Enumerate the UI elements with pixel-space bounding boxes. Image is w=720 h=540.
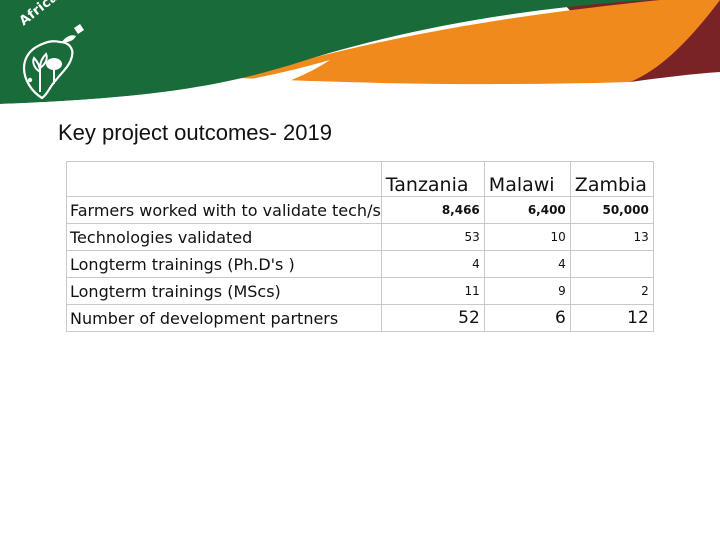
table-row: Technologies validated 53 10 13 [66, 223, 654, 251]
header-cell-tanzania: Tanzania [380, 161, 485, 197]
cell-malawi: 9 [483, 277, 571, 305]
row-label: Technologies validated [66, 223, 382, 251]
page-title: Key project outcomes- 2019 [58, 120, 332, 145]
table-row: Number of development partners 52 6 12 [66, 304, 654, 332]
row-label: Longterm trainings (MScs) [66, 277, 382, 305]
outcomes-table-container: Tanzania Malawi Zambia Farmers worked wi… [66, 161, 654, 332]
banner-white-curve [0, 60, 330, 110]
outcomes-table: Tanzania Malawi Zambia Farmers worked wi… [66, 161, 654, 332]
cell-zambia [569, 250, 654, 278]
cell-tanzania: 11 [380, 277, 485, 305]
header-cell-zambia: Zambia [569, 161, 654, 197]
cell-tanzania: 53 [380, 223, 485, 251]
cell-zambia: 50,000 [569, 196, 654, 224]
header-cell-empty [66, 161, 382, 197]
banner-green-band [0, 0, 650, 104]
cell-malawi: 6,400 [483, 196, 571, 224]
table-header-row: Tanzania Malawi Zambia [66, 161, 654, 197]
cell-malawi: 6 [483, 304, 571, 332]
cell-tanzania: 52 [380, 304, 485, 332]
cell-zambia: 12 [569, 304, 654, 332]
table-row: Longterm trainings (MScs) 11 9 2 [66, 277, 654, 305]
cell-malawi: 10 [483, 223, 571, 251]
header-banner [0, 0, 720, 110]
africa-rising-logo-icon [22, 24, 84, 100]
cell-tanzania: 4 [380, 250, 485, 278]
cell-tanzania: 8,466 [380, 196, 485, 224]
banner-orange-band [240, 0, 720, 85]
cell-malawi: 4 [483, 250, 571, 278]
table-row: Farmers worked with to validate tech/s 8… [66, 196, 654, 224]
row-label: Longterm trainings (Ph.D's ) [66, 250, 382, 278]
table-row: Longterm trainings (Ph.D's ) 4 4 [66, 250, 654, 278]
header-cell-malawi: Malawi [483, 161, 571, 197]
row-label: Farmers worked with to validate tech/s [66, 196, 382, 224]
cell-zambia: 2 [569, 277, 654, 305]
row-label: Number of development partners [66, 304, 382, 332]
cell-zambia: 13 [569, 223, 654, 251]
